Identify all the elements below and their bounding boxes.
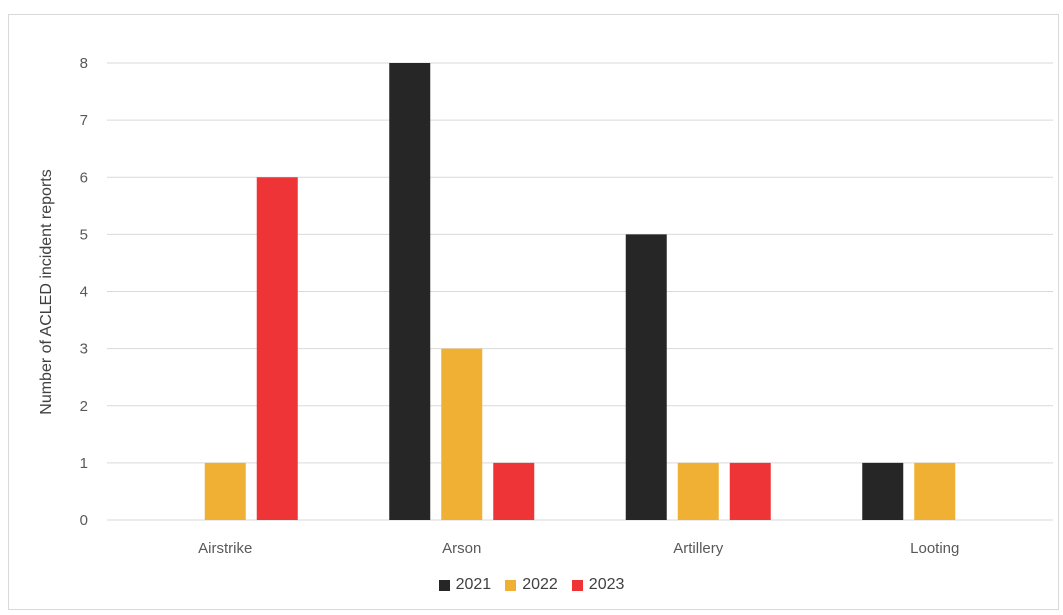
legend-swatch (505, 579, 517, 591)
bar-2023-airstrike (256, 177, 298, 520)
bar-2023-artillery (729, 462, 771, 520)
bar-2022-airstrike (204, 462, 246, 520)
y-tick-label: 4 (80, 284, 88, 301)
legend-label: 2021 (455, 576, 492, 593)
y-tick-label: 1 (80, 455, 88, 472)
bar-2022-artillery (677, 462, 719, 520)
legend-label: 2023 (588, 576, 625, 593)
y-tick-label: 5 (80, 226, 88, 243)
x-tick-label: Looting (910, 540, 959, 557)
bar-2021-artillery (625, 234, 667, 520)
legend-item: 2021 (438, 576, 492, 594)
y-tick-label: 6 (80, 169, 88, 186)
y-tick-label: 2 (80, 398, 88, 415)
y-tick-label: 7 (80, 112, 88, 129)
y-tick-label: 0 (80, 512, 88, 529)
bar-2021-arson (389, 63, 431, 520)
gridlines (107, 62, 1053, 521)
bar-2022-arson (441, 348, 483, 520)
legend-swatch (571, 579, 583, 591)
y-tick-label: 8 (80, 55, 88, 72)
x-axis-ticks: Airstrike Arson Artillery Looting (198, 540, 959, 557)
x-tick-label: Airstrike (198, 540, 252, 557)
x-tick-label: Artillery (673, 540, 724, 557)
y-axis-title: Number of ACLED incident reports (38, 169, 55, 414)
legend-swatch (438, 579, 450, 591)
y-tick-label: 3 (80, 341, 88, 358)
legend: 2021 2022 2023 (0, 576, 1063, 594)
bar-2022-looting (914, 462, 956, 520)
y-axis-ticks: 0 1 2 3 4 5 6 7 8 (80, 55, 88, 529)
bar-2021-looting (862, 462, 904, 520)
bars (204, 63, 956, 520)
legend-item: 2022 (505, 576, 558, 594)
bar-2023-arson (493, 462, 535, 520)
legend-item: 2023 (571, 576, 625, 594)
legend-label: 2022 (522, 576, 558, 593)
x-tick-label: Arson (442, 540, 481, 557)
